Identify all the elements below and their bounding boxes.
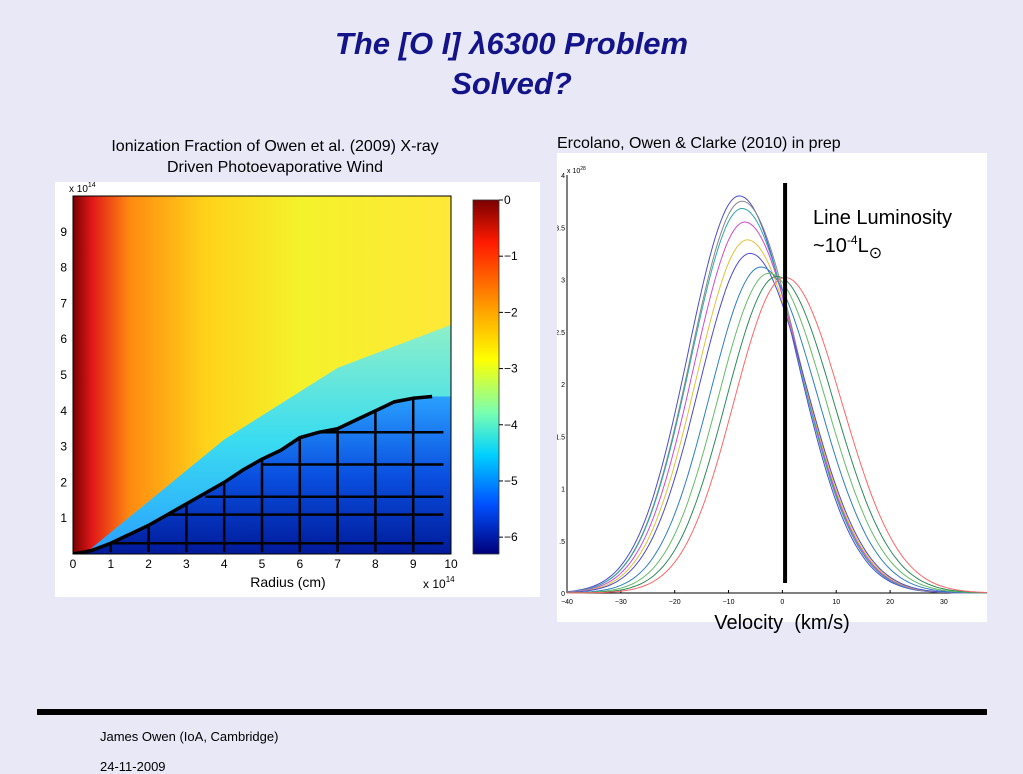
line-y-tick: .5 [559, 539, 565, 546]
line-profile-series [566, 239, 988, 594]
line-y-scale: x 1028 [567, 166, 586, 175]
colorbar-tick-label: 0 [504, 193, 511, 207]
heatmap-colorbar: 0 −1 −2 −3 −4 −5 −6 [472, 193, 518, 555]
line-profile-series [567, 275, 988, 594]
line-x-tick: 20 [886, 599, 894, 606]
heatmap-fields [73, 196, 451, 554]
heatmap-x-tick: 8 [372, 557, 379, 571]
line-luminosity-annotation: Line Luminosity [813, 207, 952, 229]
title-line-2: Solved? [451, 66, 572, 101]
heatmap-y-tick: 8 [60, 261, 67, 275]
line-y-tick: 3 [561, 278, 565, 285]
line-y-tick: 2 [561, 382, 565, 389]
line-profile-series [566, 252, 987, 594]
heatmap-x-tick: 0 [70, 557, 77, 571]
heatmap-frame [72, 195, 452, 555]
line-profile-series [566, 200, 987, 594]
heatmap-y-tick: 4 [60, 404, 67, 418]
heatmap-y-tick: 3 [60, 440, 67, 454]
heatmap-x-tick: 7 [334, 557, 341, 571]
line-profile-series [566, 207, 987, 594]
line-y-tick: 3.5 [557, 225, 565, 232]
colorbar-gradient [472, 199, 500, 555]
line-x-tick: −40 [561, 599, 573, 606]
right-figure-caption: Ercolano, Owen & Clarke (2010) in prep [557, 135, 841, 152]
colorbar-tick-label: −2 [504, 305, 518, 319]
heatmap-x-tick: 3 [183, 557, 190, 571]
left-caption-line-2: Driven Photoevaporative Wind [166, 159, 384, 176]
line-profile-chart: −40 −30 −20 −10 0 10 20 30 0 .5 1 1.5 2 2.5 3 3.5 4 x 10… [555, 166, 988, 606]
line-x-tick: 10 [832, 599, 840, 606]
line-x-tick: 0 [780, 599, 784, 606]
heatmap-x-tick: 1 [107, 557, 114, 571]
line-x-tick: 30 [940, 599, 948, 606]
heatmap-x-tick: 4 [221, 557, 228, 571]
colorbar-tick-label: −5 [504, 474, 518, 488]
line-profile-series [566, 195, 987, 594]
heatmap-y-tick: 1 [60, 511, 67, 525]
line-x-tick: −20 [669, 599, 681, 606]
ionization-heatmap-chart: 0 1 2 3 4 5 6 7 8 9 10 1 2 3 4 5 6 7 8 9 Radius (cm) x 1014… [60, 182, 518, 591]
heatmap-y-tick: 2 [60, 475, 67, 489]
left-figure-caption: Ionization Fraction of Owen et al. (2009… [60, 136, 490, 178]
heatmap-y-tick: 9 [60, 225, 67, 239]
left-caption-line-1: Ionization Fraction of Owen et al. (2009… [111, 138, 439, 155]
footer-author: James Owen (IoA, Cambridge) [100, 729, 279, 744]
heatmap-y-tick: 6 [60, 332, 67, 346]
luminosity-value: ~10-4L⊙ [813, 233, 882, 262]
line-y-tick: 1.5 [557, 434, 565, 441]
heatmap-axes: 0 1 2 3 4 5 6 7 8 9 10 1 2 3 4 5 6 7 8 9 [60, 195, 458, 571]
heatmap-y-scale: x 1014 [69, 182, 96, 195]
slide-title: The [O I] λ6300 Problem Solved? [0, 24, 1023, 104]
title-line-1: The [O I] λ6300 Problem [334, 26, 689, 61]
heatmap-x-axis-label: Radius (cm) [250, 574, 325, 590]
line-y-tick: 2.5 [557, 330, 565, 337]
heatmap-y-tick: 7 [60, 296, 67, 310]
heatmap-plot-area [73, 196, 451, 554]
line-profile-series [566, 272, 987, 594]
heatmap-x-tick: 6 [296, 557, 303, 571]
line-profile-panel: −40 −30 −20 −10 0 10 20 30 0 .5 1 1.5 2 2.5 3 3.5 4 x 10… [555, 153, 988, 622]
line-profile-series [567, 276, 988, 594]
heatmap-x-scale: x 1014 [423, 575, 455, 591]
heatmap-x-tick: 10 [444, 557, 458, 571]
velocity-axis-label: Velocity (km/s) [714, 612, 850, 634]
line-x-tick: −30 [615, 599, 627, 606]
colorbar-tick-label: −1 [504, 249, 518, 263]
heatmap-x-tick: 9 [410, 557, 417, 571]
line-x-tick: −10 [723, 599, 735, 606]
heatmap-x-tick: 5 [259, 557, 266, 571]
footer-divider [37, 709, 987, 715]
colorbar-tick-label: −3 [504, 362, 518, 376]
line-y-tick: 1 [561, 487, 565, 494]
line-y-tick: 4 [561, 173, 565, 180]
line-y-tick: 0 [561, 591, 565, 598]
line-profile-series [566, 266, 987, 594]
ionization-heatmap-panel: 0 1 2 3 4 5 6 7 8 9 10 1 2 3 4 5 6 7 8 9 Radius (cm) x 1014… [55, 182, 540, 597]
colorbar-tick-label: −6 [504, 530, 518, 544]
heatmap-y-tick: 5 [60, 368, 67, 382]
line-plot-area: −40 −30 −20 −10 0 10 20 30 0 .5 1 1.5 2 2.5 3 3.5 4 [555, 173, 988, 606]
heatmap-x-tick: 2 [145, 557, 152, 571]
wind-base-boundary [73, 394, 433, 554]
colorbar-tick-label: −4 [504, 418, 518, 432]
line-profile-series [566, 221, 987, 594]
